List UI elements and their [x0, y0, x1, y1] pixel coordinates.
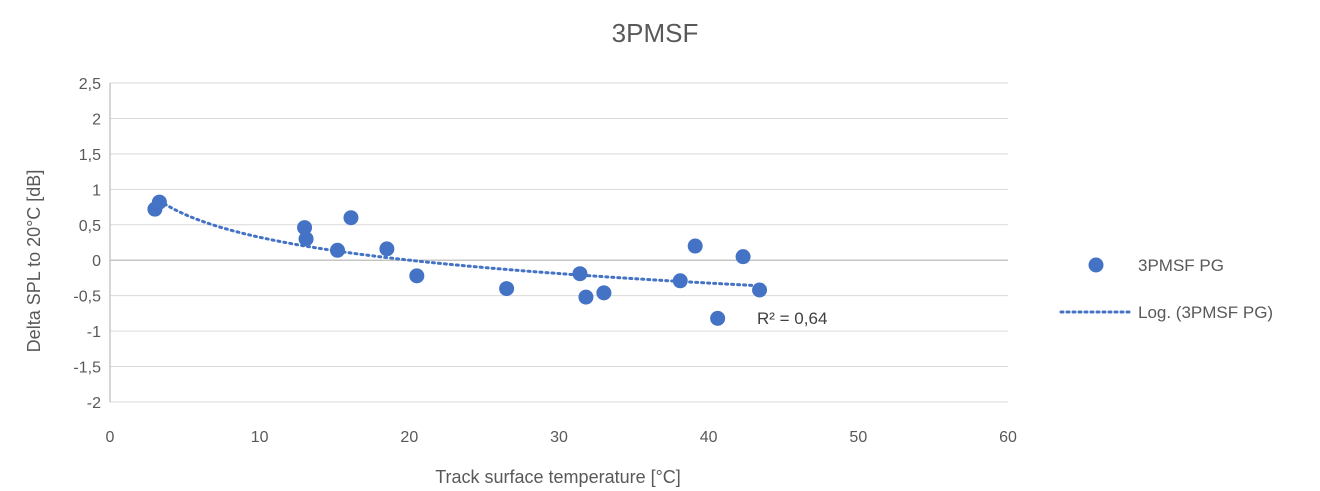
legend-label-scatter: 3PMSF PG [1138, 256, 1224, 275]
data-point-1 [151, 194, 167, 210]
x-tick-label: 10 [251, 429, 269, 446]
x-tick-label: 50 [849, 429, 867, 446]
data-point-11 [596, 285, 612, 301]
y-tick-label: -1,5 [73, 360, 101, 377]
data-point-5 [343, 210, 359, 226]
data-point-9 [572, 266, 588, 282]
data-point-16 [752, 282, 768, 298]
x-tick-label: 30 [550, 429, 568, 446]
data-point-12 [672, 273, 688, 289]
data-point-15 [735, 249, 751, 265]
data-points [147, 194, 768, 326]
y-tick-label: -1 [87, 324, 101, 341]
data-point-2 [297, 220, 313, 236]
legend-label-trendline: Log. (3PMSF PG) [1138, 303, 1273, 322]
data-point-4 [329, 242, 345, 258]
x-axis-title: Track surface temperature [°C] [435, 467, 681, 487]
gridlines [110, 82, 1008, 403]
data-point-10 [578, 289, 594, 305]
y-tick-label: -2 [87, 395, 101, 412]
y-tick-label: 2 [92, 111, 101, 128]
x-tick-label: 0 [106, 429, 115, 446]
data-point-3 [298, 231, 314, 247]
x-tick-label: 20 [400, 429, 418, 446]
data-point-13 [687, 238, 703, 254]
chart-title: 3PMSF [612, 18, 699, 48]
x-tick-label: 40 [700, 429, 718, 446]
data-point-6 [379, 241, 395, 257]
r-squared-label: R² = 0,64 [757, 309, 827, 328]
data-point-8 [499, 281, 515, 297]
data-point-14 [710, 310, 726, 326]
y-tick-label: 2,5 [79, 76, 101, 93]
trendline [157, 199, 762, 288]
y-tick-label: 1 [92, 182, 101, 199]
y-tick-labels: -2 -1,5 -1 -0,5 0 0,5 1 1,5 2 2,5 [73, 76, 101, 412]
legend: 3PMSF PG Log. (3PMSF PG) [1059, 256, 1273, 322]
axes [109, 83, 1008, 402]
y-tick-label: 1,5 [79, 147, 101, 164]
y-axis-title: Delta SPL to 20°C [dB] [24, 170, 44, 353]
legend-marker-scatter [1088, 257, 1104, 273]
x-tick-label: 60 [999, 429, 1017, 446]
y-tick-label: -0,5 [73, 289, 101, 306]
data-point-7 [409, 268, 425, 284]
x-tick-labels: 0 10 20 30 40 50 60 [106, 429, 1017, 446]
y-tick-label: 0 [92, 253, 101, 270]
y-tick-label: 0,5 [79, 218, 101, 235]
